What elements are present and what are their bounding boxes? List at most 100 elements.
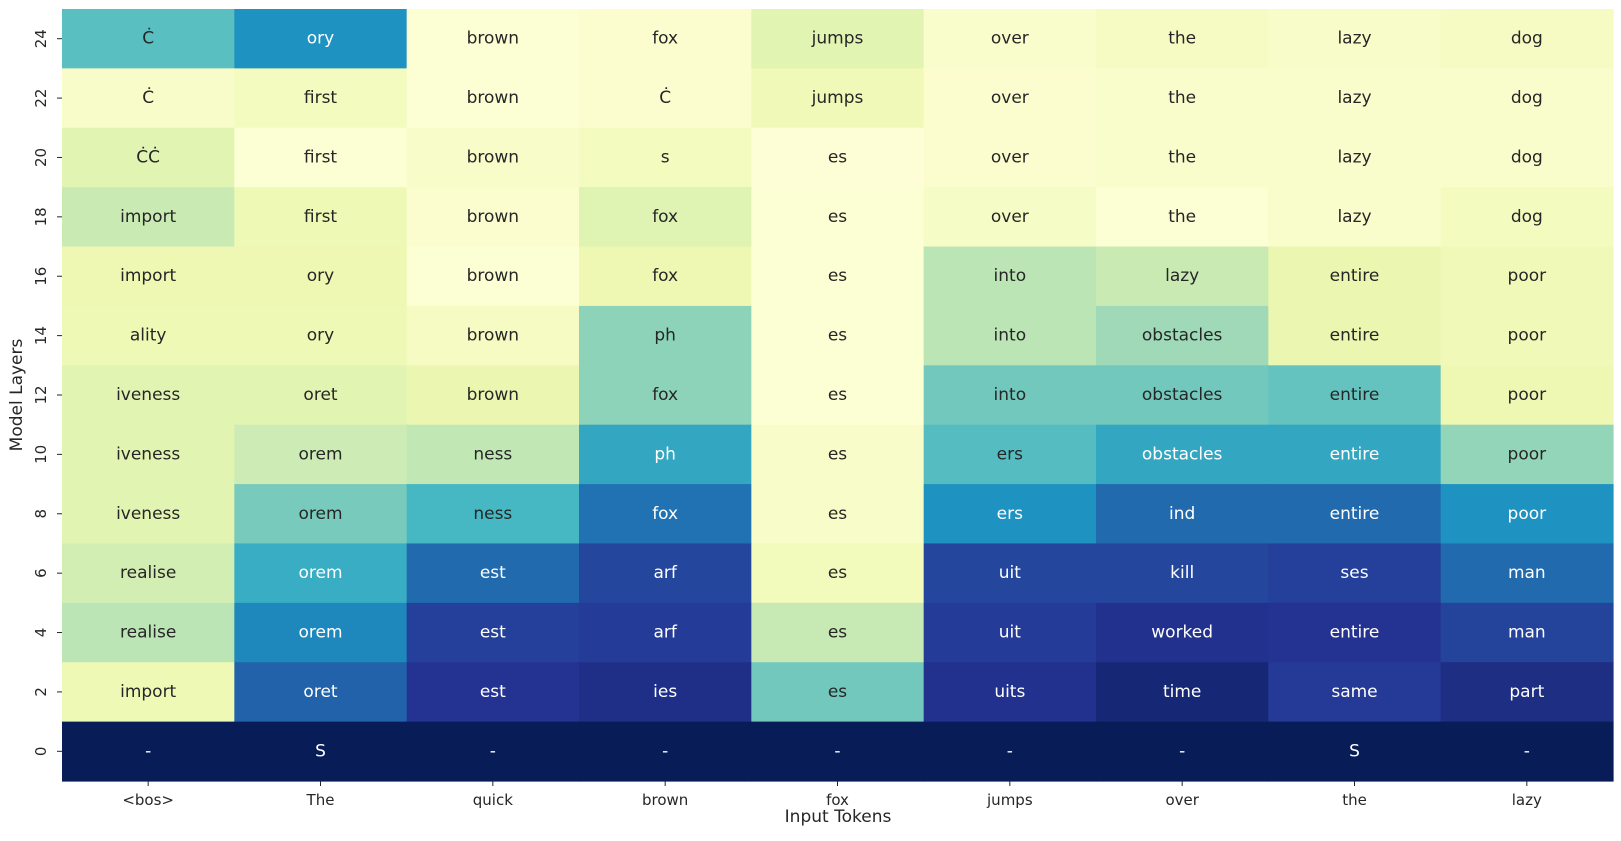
heatmap-cell-r12-c8 — [1440, 721, 1614, 782]
cell-token-r9-c7: ses — [1340, 563, 1368, 583]
heatmap-cell-r1-c2 — [406, 68, 580, 129]
heatmap-cell-r1-c0 — [62, 68, 235, 129]
heatmap-cell-r6-c4 — [751, 365, 925, 426]
cell-token-r5-c2: brown — [467, 326, 520, 346]
cell-token-r3-c5: over — [991, 207, 1029, 227]
heatmap-cell-r7-c5 — [923, 424, 1097, 485]
heatmap-cell-r8-c4 — [751, 484, 925, 545]
cell-token-r0-c7: lazy — [1337, 29, 1371, 49]
heatmap-cell-r10-c3 — [579, 602, 752, 663]
y-tick-label-2: 20 — [32, 148, 50, 167]
cell-token-r11-c1: oret — [303, 682, 337, 702]
x-axis-label: Input Tokens — [785, 807, 892, 827]
heatmap-cell-r6-c8 — [1440, 365, 1614, 426]
cell-token-r11-c4: es — [828, 682, 847, 702]
cell-token-r0-c5: over — [991, 29, 1029, 49]
heatmap-cell-r0-c0 — [62, 9, 235, 69]
cell-token-r7-c6: obstacles — [1142, 444, 1223, 464]
heatmap-cell-r2-c4 — [751, 127, 925, 188]
heatmap-cell-r10-c6 — [1096, 602, 1269, 663]
heatmap-cell-r8-c1 — [234, 484, 408, 545]
cell-token-r1-c6: the — [1168, 88, 1196, 108]
heatmap-cell-r7-c1 — [234, 424, 408, 485]
cell-token-r10-c2: est — [480, 623, 506, 643]
heatmap-cell-r12-c4 — [751, 721, 925, 782]
cell-token-r1-c2: brown — [467, 88, 520, 108]
x-tick-label-0: <bos> — [122, 791, 174, 809]
heatmap-cell-r0-c5 — [923, 9, 1097, 69]
heatmap-cell-r7-c3 — [579, 424, 752, 485]
heatmap-cell-r4-c5 — [923, 246, 1097, 307]
cell-token-r10-c1: orem — [298, 623, 342, 643]
heatmap-cell-r2-c3 — [579, 127, 752, 188]
cell-token-r2-c0: ĊĊ — [136, 145, 160, 167]
heatmap-cell-r6-c5 — [923, 365, 1097, 426]
cell-token-r4-c7: entire — [1330, 266, 1380, 286]
cell-token-r8-c3: fox — [652, 504, 678, 524]
heatmap-cell-r4-c7 — [1268, 246, 1442, 307]
y-axis-label: Model Layers — [7, 339, 27, 452]
cell-token-r10-c7: entire — [1330, 623, 1380, 643]
cell-token-r1-c4: jumps — [811, 88, 864, 108]
cell-token-r8-c0: iveness — [116, 504, 180, 524]
cell-token-r6-c8: poor — [1508, 385, 1547, 405]
heatmap-cell-r10-c8 — [1440, 602, 1614, 663]
y-tick-label-0: 24 — [32, 29, 50, 48]
cell-token-r1-c3: Ċ — [659, 86, 671, 108]
heatmap-cell-r4-c1 — [234, 246, 408, 307]
y-tick-label-3: 18 — [32, 207, 50, 226]
cell-token-r7-c7: entire — [1330, 444, 1380, 464]
y-tick-label-5: 14 — [32, 326, 50, 345]
heatmap-cell-r7-c8 — [1440, 424, 1614, 485]
heatmap-cell-r11-c6 — [1096, 662, 1269, 723]
heatmap-cell-r3-c7 — [1268, 187, 1442, 248]
cell-token-r2-c3: s — [661, 147, 670, 167]
cell-token-r9-c6: kill — [1170, 563, 1194, 583]
heatmap-cell-r4-c3 — [579, 246, 752, 307]
cell-token-r4-c5: into — [994, 266, 1027, 286]
heatmap-cell-r2-c0 — [62, 127, 235, 188]
heatmap-cell-r12-c1 — [234, 721, 408, 782]
cell-token-r1-c7: lazy — [1337, 88, 1371, 108]
heatmap-cell-r4-c4 — [751, 246, 925, 307]
heatmap-cell-r12-c5 — [923, 721, 1097, 782]
cell-token-r3-c3: fox — [652, 207, 678, 227]
y-tick-label-8: 8 — [32, 509, 50, 519]
heatmap-cell-r5-c8 — [1440, 305, 1614, 366]
x-tick-label-8: lazy — [1512, 791, 1542, 809]
cell-token-r4-c0: import — [120, 266, 176, 286]
heatmap-cell-r1-c7 — [1268, 68, 1442, 129]
heatmap-cell-r2-c5 — [923, 127, 1097, 188]
heatmap-cell-r10-c4 — [751, 602, 925, 663]
heatmap-cell-r11-c2 — [406, 662, 580, 723]
heatmap-cell-r3-c3 — [579, 187, 752, 248]
heatmap-cell-r1-c5 — [923, 68, 1097, 129]
heatmap-cell-r4-c0 — [62, 246, 235, 307]
cell-token-r4-c1: ory — [307, 266, 334, 286]
heatmap-cell-r6-c3 — [579, 365, 752, 426]
cell-token-r11-c0: import — [120, 682, 176, 702]
y-tick-label-1: 22 — [32, 89, 50, 108]
cell-token-r7-c8: poor — [1508, 444, 1547, 464]
cell-token-r5-c5: into — [994, 326, 1027, 346]
y-tick-label-7: 10 — [32, 445, 50, 464]
heatmap-cell-r12-c2 — [406, 721, 580, 782]
heatmap-cell-r11-c0 — [62, 662, 235, 723]
x-tick-label-1: The — [306, 791, 335, 809]
heatmap-cell-r11-c1 — [234, 662, 408, 723]
cell-token-r2-c2: brown — [467, 147, 520, 167]
heatmap-cell-r11-c5 — [923, 662, 1097, 723]
heatmap-cell-r1-c6 — [1096, 68, 1269, 129]
cell-token-r7-c3: ph — [654, 444, 676, 464]
heatmap-cell-r1-c3 — [579, 68, 752, 129]
cell-token-r9-c4: es — [828, 563, 847, 583]
heatmap-cell-r5-c5 — [923, 305, 1097, 366]
cell-token-r8-c2: ness — [473, 504, 512, 524]
cell-token-r7-c2: ness — [473, 444, 512, 464]
heatmap-cell-r2-c1 — [234, 127, 408, 188]
cell-token-r12-c5: - — [1007, 741, 1013, 761]
cell-token-r5-c0: ality — [130, 326, 167, 346]
